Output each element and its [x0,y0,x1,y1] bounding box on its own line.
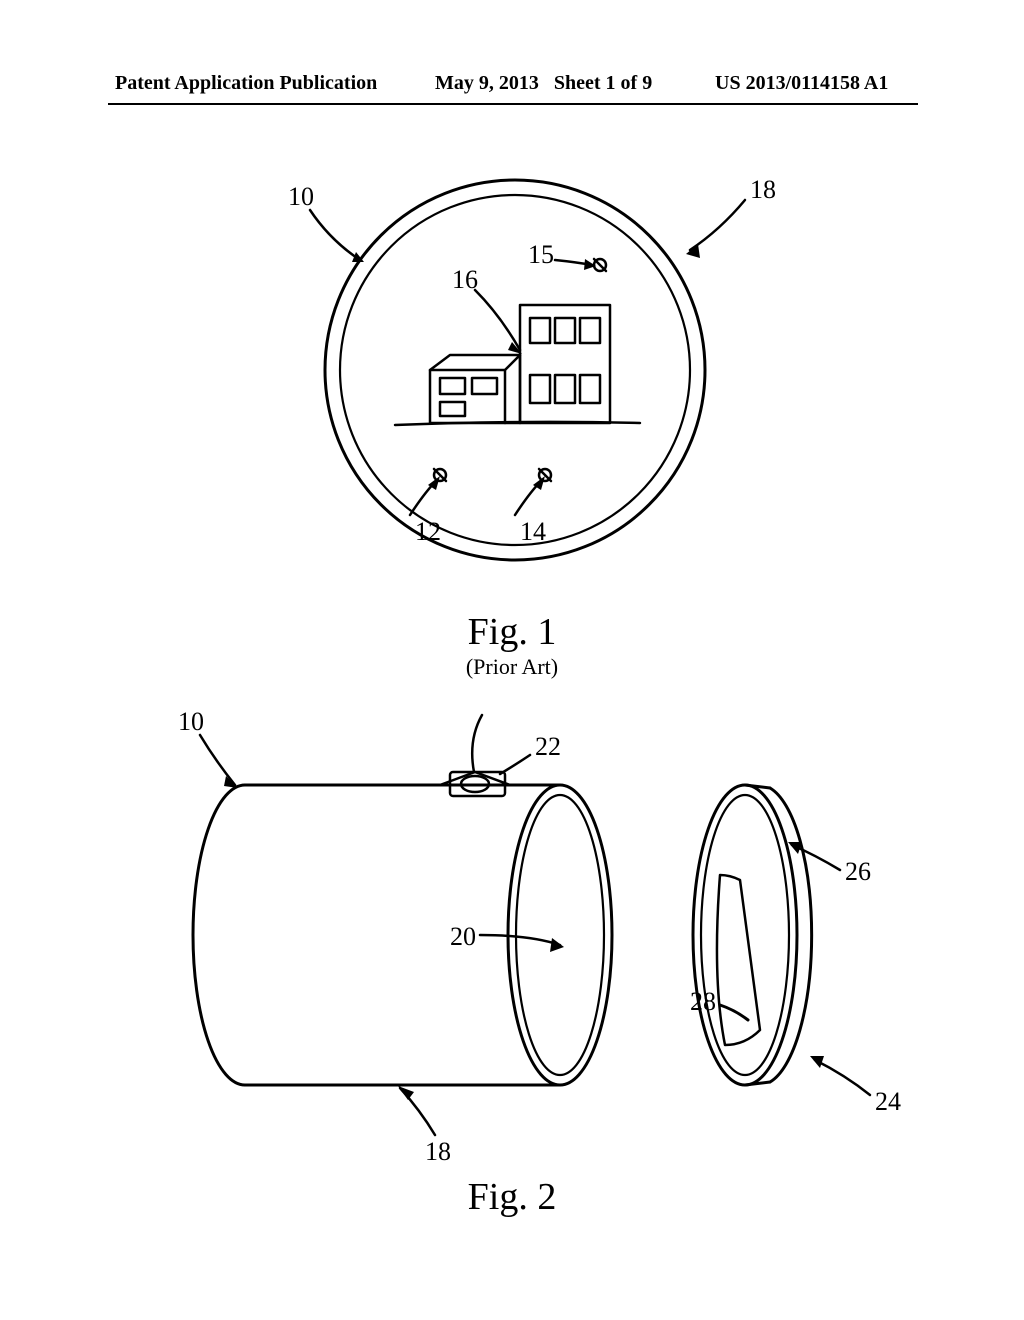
label-20: 20 [450,922,476,951]
header-rule [108,103,918,105]
figure-1-caption: Fig. 1 (Prior Art) [0,610,1024,680]
label-14: 14 [520,517,546,546]
label-26: 26 [845,857,871,886]
label-16: 16 [452,265,478,294]
label-18b: 18 [425,1137,451,1166]
figure-2: 10 22 20 18 26 28 24 [0,700,1024,1180]
header-pubnum: US 2013/0114158 A1 [715,72,888,95]
label-18: 18 [750,175,776,204]
label-15: 15 [528,240,554,269]
label-12: 12 [415,517,441,546]
label-10: 10 [288,182,314,211]
label-10b: 10 [178,707,204,736]
label-24: 24 [875,1087,901,1116]
page: Patent Application Publication May 9, 20… [0,0,1024,1320]
label-28: 28 [690,987,716,1016]
label-22: 22 [535,732,561,761]
header-left: Patent Application Publication [115,72,377,95]
header-date: May 9, 2013 Sheet 1 of 9 [435,72,652,95]
figure-2-caption: Fig. 2 [0,1175,1024,1219]
